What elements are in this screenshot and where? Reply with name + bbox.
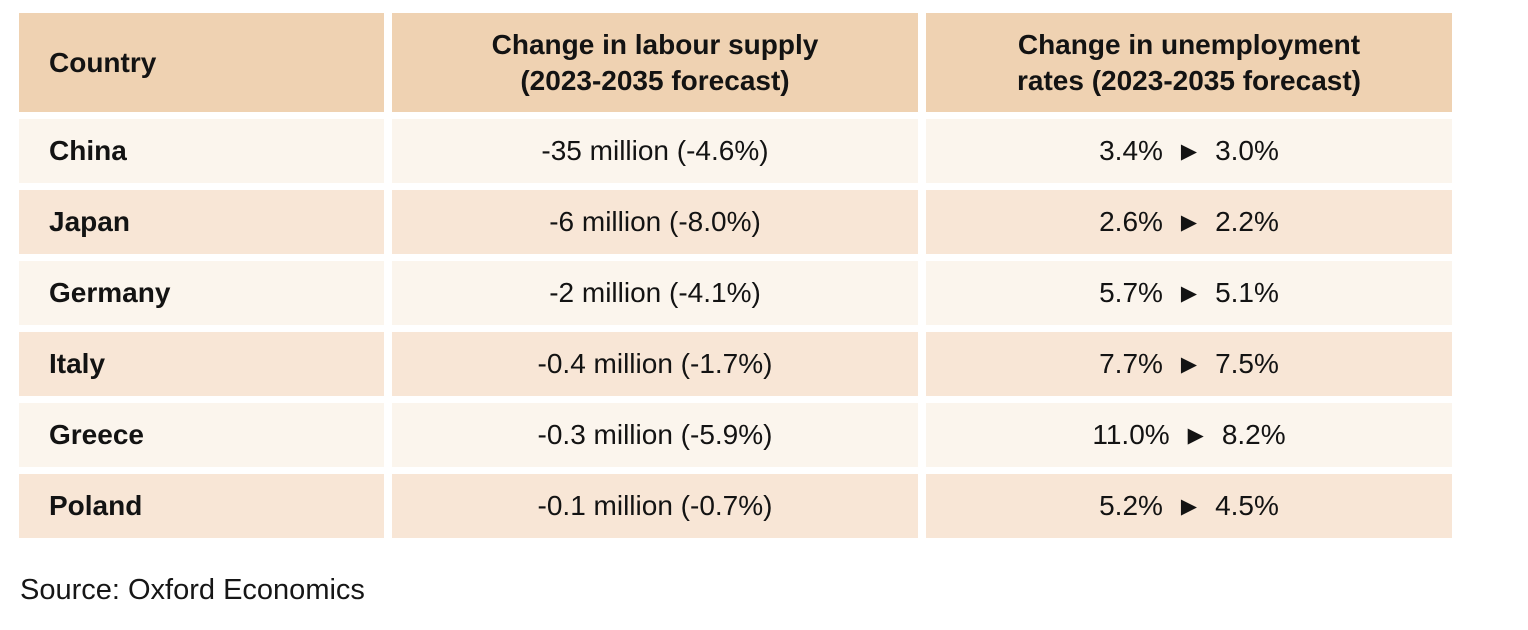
arrow-right-icon: ▶ <box>1180 353 1198 377</box>
unemployment-change: 7.7% ▶ 7.5% <box>1099 346 1279 382</box>
row-germany-labour-supply: -2 million (-4.1%) <box>392 261 918 325</box>
unemployment-change: 2.6% ▶ 2.2% <box>1099 204 1279 240</box>
row-poland-unemployment: 5.2% ▶ 4.5% <box>926 474 1452 538</box>
unemployment-to: 4.5% <box>1215 490 1279 522</box>
row-germany-country: Germany <box>19 261 384 325</box>
arrow-right-icon: ▶ <box>1180 140 1198 164</box>
row-germany-unemployment: 5.7% ▶ 5.1% <box>926 261 1452 325</box>
row-japan-unemployment: 2.6% ▶ 2.2% <box>926 190 1452 254</box>
unemployment-change: 5.7% ▶ 5.1% <box>1099 275 1279 311</box>
unemployment-change: 5.2% ▶ 4.5% <box>1099 488 1279 524</box>
unemployment-from: 3.4% <box>1099 135 1163 167</box>
unemployment-to: 2.2% <box>1215 206 1279 238</box>
arrow-right-icon: ▶ <box>1180 211 1198 235</box>
unemployment-to: 8.2% <box>1221 419 1286 451</box>
data-table: Country Change in labour supply (2023-20… <box>19 13 1452 538</box>
unemployment-from: 11.0% <box>1092 419 1170 451</box>
unemployment-from: 2.6% <box>1099 206 1163 238</box>
row-poland-labour-supply: -0.1 million (-0.7%) <box>392 474 918 538</box>
row-china-labour-supply: -35 million (-4.6%) <box>392 119 918 183</box>
unemployment-from: 7.7% <box>1099 348 1163 380</box>
header-unemployment: Change in unemployment rates (2023-2035 … <box>926 13 1452 112</box>
unemployment-from: 5.7% <box>1099 277 1163 309</box>
row-italy-unemployment: 7.7% ▶ 7.5% <box>926 332 1452 396</box>
unemployment-to: 5.1% <box>1215 277 1279 309</box>
header-labour-supply: Change in labour supply (2023-2035 forec… <box>392 13 918 112</box>
row-greece-labour-supply: -0.3 million (-5.9%) <box>392 403 918 467</box>
unemployment-to: 7.5% <box>1215 348 1279 380</box>
row-italy-country: Italy <box>19 332 384 396</box>
row-japan-labour-supply: -6 million (-8.0%) <box>392 190 918 254</box>
row-china-country: China <box>19 119 384 183</box>
row-poland-country: Poland <box>19 474 384 538</box>
unemployment-from: 5.2% <box>1099 490 1163 522</box>
unemployment-change: 11.0% ▶ 8.2% <box>1092 417 1285 453</box>
row-italy-labour-supply: -0.4 million (-1.7%) <box>392 332 918 396</box>
row-greece-unemployment: 11.0% ▶ 8.2% <box>926 403 1452 467</box>
row-greece-country: Greece <box>19 403 384 467</box>
header-country: Country <box>19 13 384 112</box>
arrow-right-icon: ▶ <box>1187 424 1204 448</box>
arrow-right-icon: ▶ <box>1180 282 1198 306</box>
row-china-unemployment: 3.4% ▶ 3.0% <box>926 119 1452 183</box>
unemployment-to: 3.0% <box>1215 135 1279 167</box>
unemployment-change: 3.4% ▶ 3.0% <box>1099 133 1279 169</box>
source-note: Source: Oxford Economics <box>20 574 365 606</box>
row-japan-country: Japan <box>19 190 384 254</box>
arrow-right-icon: ▶ <box>1180 495 1198 519</box>
